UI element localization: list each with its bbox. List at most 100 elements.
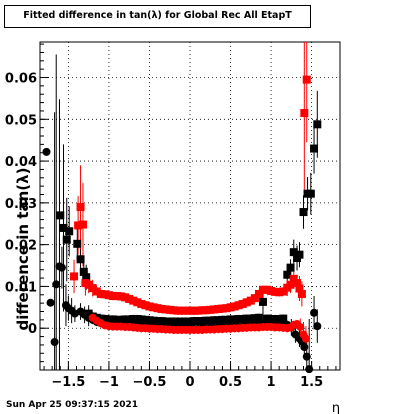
data-point-circle	[50, 338, 59, 347]
data-point-square	[113, 315, 122, 324]
data-point-square	[133, 315, 142, 324]
data-point-square	[289, 248, 298, 257]
data-point-square	[214, 304, 223, 313]
y-axis-label: difference in tan(λ)	[14, 167, 32, 331]
data-point-square	[121, 293, 130, 302]
data-point-square	[222, 304, 231, 313]
data-point-square	[198, 317, 207, 326]
data-point-circle	[46, 298, 55, 307]
data-point-square	[299, 208, 308, 217]
data-point-square	[222, 315, 231, 324]
data-point-square	[263, 314, 272, 323]
x-tick-label: −0.5	[132, 375, 166, 390]
data-point-square	[250, 314, 259, 323]
data-point-square	[234, 301, 243, 310]
data-point-square	[302, 75, 311, 84]
data-point-square	[153, 304, 162, 313]
data-point-circle	[301, 334, 310, 343]
data-point-square	[297, 289, 306, 298]
y-tick-label: 0.04	[5, 155, 37, 170]
data-point-square	[198, 306, 207, 315]
y-tick-label: 0	[28, 322, 37, 337]
data-point-circle	[296, 322, 305, 331]
data-point-circle	[42, 147, 51, 156]
data-point-square	[313, 120, 322, 129]
data-point-square	[210, 305, 219, 314]
data-point-square	[190, 306, 199, 315]
data-point-square	[279, 314, 288, 323]
data-point-square	[286, 263, 295, 272]
data-point-square	[59, 223, 68, 232]
data-point-square	[100, 290, 109, 299]
data-point-square	[100, 315, 109, 324]
data-point-square	[70, 272, 79, 281]
data-point-square	[84, 309, 93, 318]
x-axis-label: η	[332, 401, 340, 414]
data-point-square	[271, 315, 280, 324]
data-point-square	[73, 239, 82, 248]
data-point-square	[181, 306, 190, 315]
data-point-square	[173, 317, 182, 326]
data-point-circle	[310, 308, 319, 317]
data-point-square	[194, 317, 203, 326]
data-point-square	[306, 189, 315, 198]
data-point-square	[242, 314, 251, 323]
data-point-square	[254, 289, 263, 298]
data-point-square	[275, 288, 284, 297]
data-point-square	[161, 305, 170, 314]
data-point-square	[263, 285, 272, 294]
data-point-square	[117, 292, 126, 301]
data-point-square	[137, 315, 146, 324]
data-point-square	[271, 287, 280, 296]
data-point-square	[293, 279, 302, 288]
data-point-square	[108, 292, 117, 301]
data-point-square	[113, 292, 122, 301]
data-point-square	[230, 315, 239, 324]
data-point-square	[92, 287, 101, 296]
data-point-square	[289, 274, 298, 283]
data-point-square	[65, 227, 74, 236]
data-point-square	[161, 317, 170, 326]
x-tick-label: 1	[267, 375, 276, 390]
data-point-square	[186, 317, 194, 326]
data-point-square	[295, 250, 304, 259]
data-point-circle	[302, 352, 311, 361]
data-point-square	[104, 291, 113, 300]
data-point-square	[153, 317, 162, 326]
data-point-square	[96, 289, 105, 298]
data-point-square	[202, 316, 211, 325]
data-point-square	[117, 315, 126, 324]
data-point-square	[218, 304, 227, 313]
data-point-square	[186, 306, 194, 315]
data-point-square	[267, 315, 276, 324]
data-point-square	[165, 317, 174, 326]
data-point-circle	[313, 322, 322, 331]
data-point-circle	[57, 263, 66, 272]
data-point-square	[190, 317, 199, 326]
data-point-square	[206, 305, 215, 314]
data-point-square	[145, 316, 154, 325]
data-markers	[42, 75, 322, 374]
data-point-square	[238, 315, 247, 324]
data-point-square	[246, 296, 255, 305]
data-point-square	[141, 301, 150, 310]
data-point-square	[56, 211, 65, 220]
data-point-square	[194, 306, 203, 315]
data-point-square	[149, 316, 158, 325]
data-point-square	[295, 284, 304, 293]
data-point-square	[173, 306, 182, 315]
data-point-square	[137, 299, 146, 308]
data-point-square	[125, 315, 134, 324]
data-point-square	[210, 316, 219, 325]
data-point-square	[267, 287, 276, 296]
data-point-square	[79, 267, 88, 276]
data-point-square	[169, 306, 178, 315]
data-point-square	[181, 317, 190, 326]
data-point-square	[283, 270, 292, 279]
data-point-square	[141, 315, 150, 324]
data-point-square	[218, 315, 227, 324]
y-tick-label: 0.03	[5, 197, 37, 212]
data-point-square	[279, 287, 288, 296]
